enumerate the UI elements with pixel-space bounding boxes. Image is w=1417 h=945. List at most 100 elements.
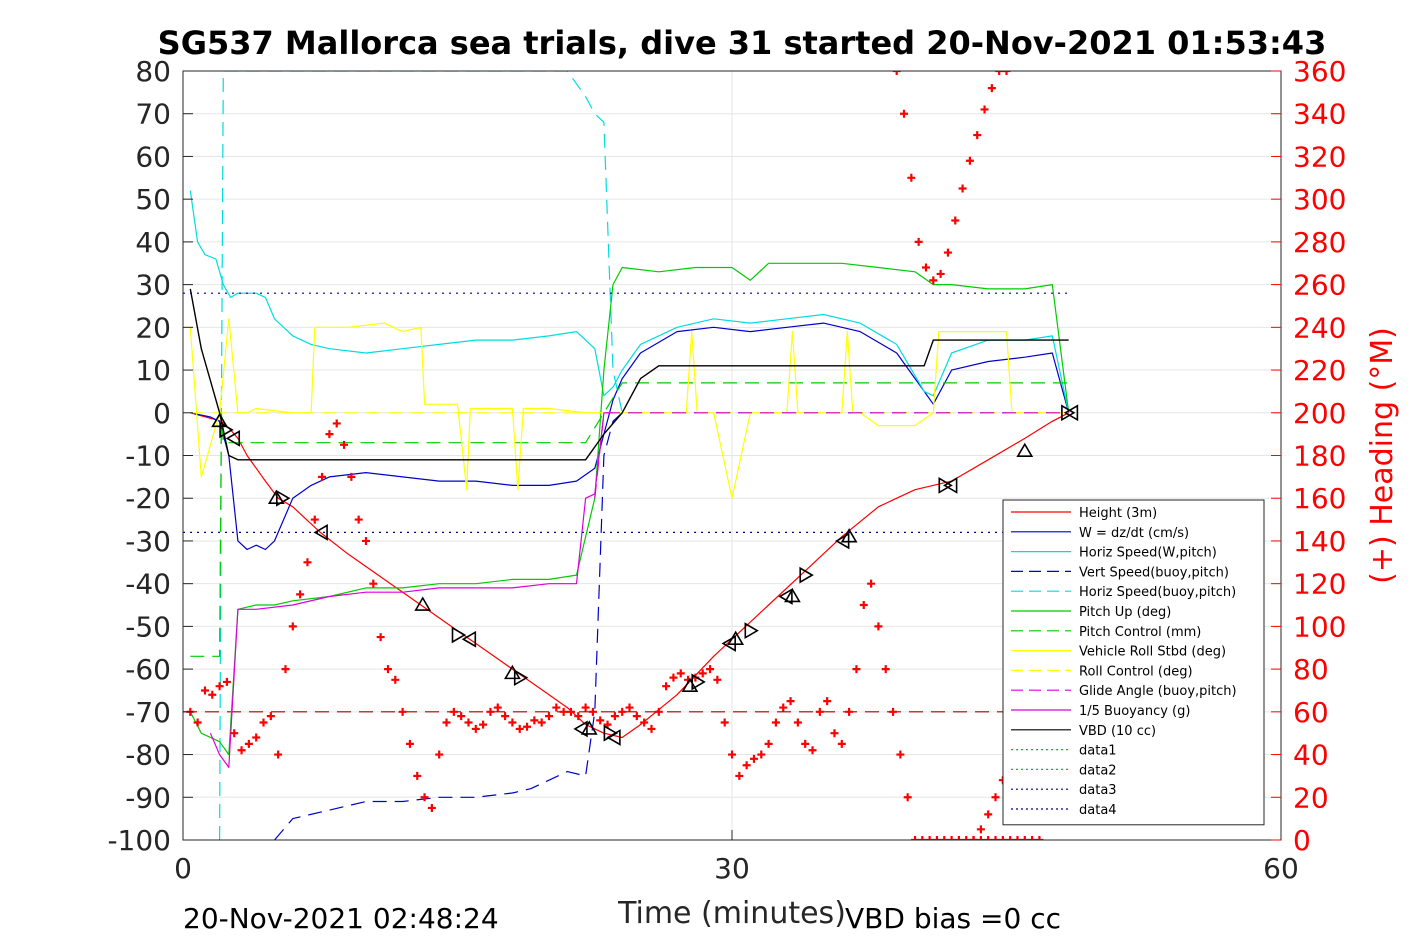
heading-point [559,707,568,716]
dive-marker [1016,442,1034,458]
dive-marker [573,720,588,738]
heading-point [676,669,685,678]
heading-point [281,665,290,674]
heading-point [464,718,473,727]
dive-marker [840,528,858,543]
dive-marker [451,626,467,644]
dive-marker [580,720,598,735]
dive-marker [276,489,291,507]
heading-point [779,703,788,712]
heading-point [420,793,429,802]
heading-point [1028,836,1037,840]
heading-point [998,836,1007,840]
heading-point [193,718,202,727]
y-tick-label: 60 [135,140,171,173]
heading-point [340,440,349,449]
legend-entry: Glide Angle (buoy,pitch) [1079,684,1237,699]
heading-point [405,739,414,748]
legend-entry: Roll Control (deg) [1079,664,1193,679]
heading-point [947,836,956,840]
heading-point [530,716,539,725]
heading-point [742,761,751,770]
y-tick-label: -70 [125,696,171,729]
heading-point [720,718,729,727]
heading-point [980,105,989,114]
heading-point [991,793,1000,802]
heading-point [552,703,561,712]
heading-point [892,71,901,75]
heading-point [735,771,744,780]
heading-point [867,579,876,588]
heading-point [793,718,802,727]
heading-point [574,712,583,721]
heading-point [984,836,993,840]
dive-marker [414,596,432,611]
y-tick-label: 80 [135,55,171,88]
heading-point [991,836,1000,840]
y-tick-label: 10 [135,354,171,387]
heading-point [932,836,941,840]
y-tick-label: 0 [153,397,171,430]
right-axis-label: (+) Heading (°M) [1365,327,1400,584]
y-tick-label: -60 [125,653,171,686]
series-line [189,288,1069,461]
dive-marker [219,421,234,439]
heading-point [728,750,736,759]
heading-point [493,703,502,712]
heading-point [479,720,488,729]
dive-marker [1061,404,1076,422]
heading-point [914,237,923,246]
dive-marker [606,729,621,746]
heading-point [896,750,905,759]
y2-tick-label: 80 [1293,653,1329,686]
x-axis-ticks: 0 30 60 [174,830,1299,885]
y2-tick-label: 180 [1293,440,1346,473]
y2-tick-label: 280 [1293,226,1346,259]
heading-point [208,690,217,699]
y-tick-label: -90 [125,781,171,814]
legend-entry: Pitch Control (mm) [1079,625,1201,640]
dive-marker [744,622,759,640]
heading-point [449,707,458,716]
legend-entry: 1/5 Buoyancy (g) [1079,704,1190,719]
heading-point [969,836,978,840]
heading-point [413,771,422,780]
y-tick-label: -100 [107,824,171,857]
heading-point [808,746,817,755]
legend-entry: Horiz Speed(W,pitch) [1079,546,1217,561]
y2-tick-label: 160 [1293,482,1346,515]
heading-point [1020,836,1029,840]
heading-point [973,131,982,140]
heading-point [545,712,553,721]
heading-point [486,707,495,716]
y2-tick-label: 360 [1293,55,1346,88]
dive-marker [681,677,699,692]
heading-point [706,665,715,674]
legend: Height (3m) W = dz/dt (cm/s) Horiz Speed(W… [1002,499,1265,826]
heading-point [1002,71,1011,75]
heading-point [698,669,707,678]
dive-marker [313,524,328,541]
legend-entry: data2 [1079,763,1117,778]
footer-timestamp: 20-Nov-2021 02:48:24 [183,902,499,935]
heading-point [943,248,952,257]
heading-point [845,707,854,716]
dive-marker [1063,404,1079,422]
heading-point [889,707,898,716]
heading-point [911,836,919,840]
dive-marker [938,477,953,494]
heading-point [596,716,605,725]
heading-point [815,707,824,716]
heading-point [362,536,370,545]
heading-point [713,675,722,684]
heading-point [427,803,436,812]
y2-tick-label: 140 [1293,525,1346,558]
y-tick-label: 30 [135,269,171,302]
heading-point [640,718,649,727]
dive-marker [943,477,958,494]
heading-point [764,739,773,748]
heading-point [508,718,517,727]
legend-entry: Horiz Speed(buoy,pitch) [1079,585,1236,600]
heading-point [244,739,253,748]
